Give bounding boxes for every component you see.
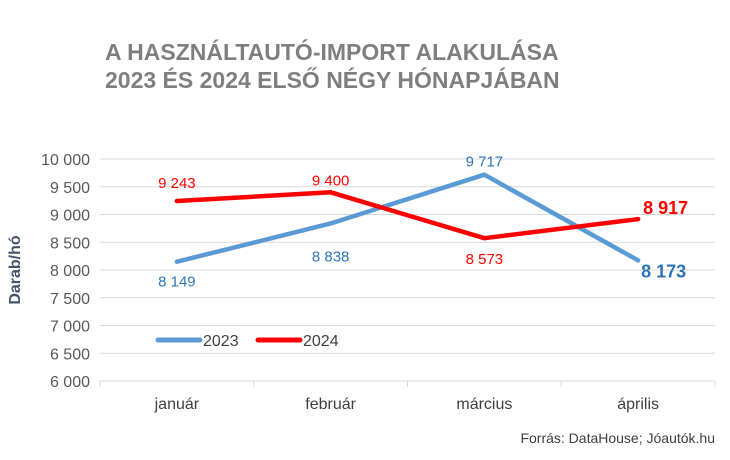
y-tick-label: 6 000	[50, 374, 90, 391]
y-tick-label: 9 000	[50, 208, 90, 225]
data-label-2024: 9 400	[312, 172, 350, 189]
y-tick-label: 9 500	[50, 180, 90, 197]
data-label-2023: 8 149	[158, 274, 196, 291]
x-tick-label: március	[456, 396, 512, 413]
x-tick-label: január	[154, 396, 200, 413]
y-tick-label: 10 000	[41, 152, 90, 169]
x-tick-label: február	[305, 396, 356, 413]
y-tick-label: 7 500	[50, 291, 90, 308]
legend-label-2024: 2024	[303, 333, 339, 350]
x-tick-label: április	[617, 396, 659, 413]
data-label-2024: 8 917	[643, 198, 688, 218]
series-line-2023	[174, 172, 641, 264]
data-label-2024: 8 573	[466, 251, 504, 268]
y-tick-label: 8 000	[50, 263, 90, 280]
data-label-2023: 9 717	[466, 154, 504, 171]
data-label-2023: 8 173	[641, 261, 686, 281]
y-tick-label: 7 000	[50, 319, 90, 336]
chart-title-line-1: A HASZNÁLTAUTÓ-IMPORT ALAKULÁSA	[105, 39, 559, 65]
chart-title-line-2: 2023 ÉS 2024 ELSŐ NÉGY HÓNAPJÁBAN	[105, 67, 560, 93]
y-axis-title: Darab/hó	[7, 235, 24, 305]
source-note: Forrás: DataHouse; Jóautók.hu	[520, 430, 715, 446]
chart-title: A HASZNÁLTAUTÓ-IMPORT ALAKULÁSA 2023 ÉS …	[105, 38, 705, 94]
series-line-2024	[174, 190, 641, 241]
y-tick-label: 6 500	[50, 346, 90, 363]
legend-label-2023: 2023	[203, 333, 239, 350]
y-tick-label: 8 500	[50, 235, 90, 252]
data-label-2023: 8 838	[312, 248, 350, 265]
data-label-2024: 9 243	[158, 175, 196, 192]
